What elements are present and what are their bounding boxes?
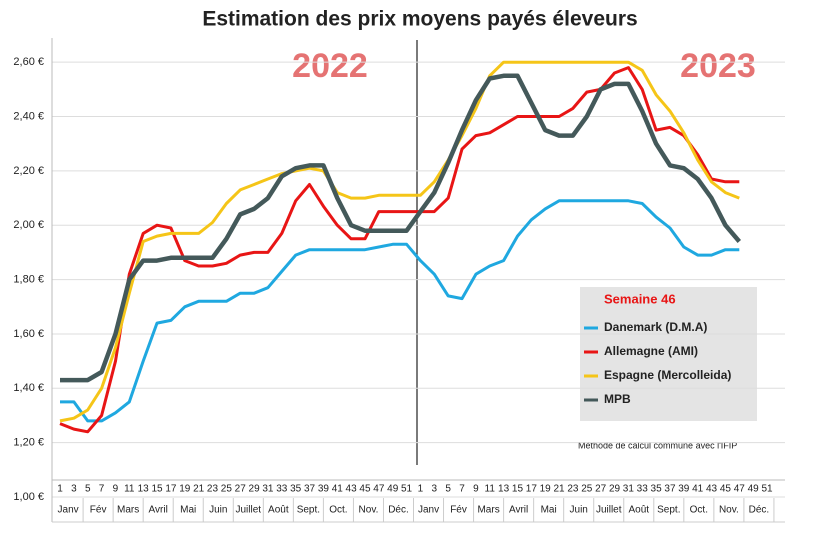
y-tick-label: 1,60 € — [13, 328, 44, 340]
month-label: Juillet — [596, 505, 622, 516]
y-tick-label: 2,20 € — [13, 165, 44, 177]
month-label: Janv — [58, 505, 79, 516]
x-tick-label: 11 — [124, 484, 135, 495]
x-tick-label: 45 — [720, 484, 732, 495]
month-label: Mars — [477, 505, 499, 516]
month-label: Nov. — [359, 505, 379, 516]
y-tick-label: 1,00 € — [13, 491, 44, 503]
month-label: Juin — [570, 505, 588, 516]
x-tick-label: 29 — [609, 484, 621, 495]
x-tick-label: 37 — [664, 484, 676, 495]
x-tick-label: 31 — [623, 484, 635, 495]
x-tick-label: 15 — [151, 484, 163, 495]
legend-label: MPB — [604, 392, 631, 406]
x-tick-label: 11 — [485, 484, 496, 495]
month-label: Janv — [418, 505, 439, 516]
x-tick-label: 21 — [553, 484, 565, 495]
x-tick-label: 9 — [113, 484, 119, 495]
legend-box — [580, 287, 757, 421]
x-tick-label: 51 — [401, 484, 413, 495]
series-line — [60, 73, 742, 383]
month-label: Sept. — [297, 505, 320, 516]
month-label: Août — [268, 505, 289, 516]
x-tick-label: 51 — [761, 484, 773, 495]
chart-title: Estimation des prix moyens payés éleveur… — [202, 8, 637, 31]
x-tick-label: 33 — [276, 484, 288, 495]
x-tick-label: 39 — [678, 484, 690, 495]
legend-label: Allemagne (AMI) — [604, 344, 698, 358]
x-tick-label: 45 — [359, 484, 371, 495]
month-label: Avril — [509, 505, 528, 516]
month-label: Sept. — [657, 505, 680, 516]
x-tick-label: 23 — [567, 484, 579, 495]
month-label: Nov. — [719, 505, 739, 516]
x-tick-label: 21 — [193, 484, 205, 495]
x-tick-label: 43 — [706, 484, 718, 495]
month-label: Fév — [450, 505, 467, 516]
x-tick-label: 7 — [99, 484, 105, 495]
note: Méthode de calcul commune avec l'IFIP — [578, 440, 737, 450]
x-tick-label: 17 — [526, 484, 538, 495]
y-tick-label: 1,40 € — [13, 382, 44, 394]
x-tick-label: 25 — [221, 484, 233, 495]
x-tick-label: 43 — [346, 484, 358, 495]
x-tick-label: 29 — [249, 484, 261, 495]
month-label: Oct. — [329, 505, 347, 516]
x-tick-label: 1 — [57, 484, 63, 495]
x-tick-label: 27 — [595, 484, 607, 495]
x-tick-label: 3 — [432, 484, 438, 495]
series-line — [60, 199, 740, 423]
x-tick-label: 47 — [734, 484, 746, 495]
month-label: Juillet — [236, 505, 262, 516]
x-tick-label: 7 — [459, 484, 465, 495]
x-tick-label: 39 — [318, 484, 330, 495]
x-tick-label: 41 — [332, 484, 344, 495]
series-line — [59, 60, 740, 423]
x-tick-label: 25 — [581, 484, 593, 495]
x-tick-label: 17 — [165, 484, 177, 495]
year-label: 2023 — [680, 47, 756, 85]
y-tick-label: 2,00 € — [13, 219, 44, 231]
x-tick-label: 23 — [207, 484, 219, 495]
x-tick-label: 35 — [651, 484, 663, 495]
x-tick-label: 15 — [512, 484, 524, 495]
x-tick-label: 3 — [71, 484, 77, 495]
month-label: Mai — [180, 505, 196, 516]
year-label: 2022 — [292, 47, 368, 85]
y-tick-label: 2,60 € — [13, 56, 44, 68]
y-tick-label: 1,20 € — [13, 437, 44, 449]
month-label: Août — [628, 505, 649, 516]
x-tick-label: 49 — [748, 484, 760, 495]
month-label: Mai — [541, 505, 557, 516]
legend-title: Semaine 46 — [604, 291, 676, 306]
x-tick-label: 9 — [473, 484, 479, 495]
month-label: Déc. — [388, 505, 409, 516]
x-tick-label: 5 — [445, 484, 451, 495]
x-tick-label: 19 — [179, 484, 191, 495]
month-label: Juin — [209, 505, 227, 516]
x-tick-label: 49 — [387, 484, 399, 495]
x-tick-label: 37 — [304, 484, 316, 495]
month-label: Oct. — [690, 505, 708, 516]
month-label: Fév — [90, 505, 107, 516]
x-tick-label: 47 — [373, 484, 385, 495]
x-tick-label: 33 — [637, 484, 649, 495]
x-tick-label: 13 — [138, 484, 150, 495]
x-tick-label: 13 — [498, 484, 510, 495]
month-label: Avril — [149, 505, 168, 516]
y-tick-label: 1,80 € — [13, 273, 44, 285]
x-tick-label: 1 — [418, 484, 424, 495]
month-label: Déc. — [749, 505, 770, 516]
month-label: Mars — [117, 505, 139, 516]
x-tick-label: 31 — [262, 484, 274, 495]
x-tick-label: 35 — [290, 484, 302, 495]
legend-label: Espagne (Mercolleida) — [604, 368, 731, 382]
legend-label: Danemark (D.M.A) — [604, 320, 707, 334]
y-tick-label: 2,40 € — [13, 110, 44, 122]
x-tick-label: 5 — [85, 484, 91, 495]
x-tick-label: 27 — [235, 484, 247, 495]
x-tick-label: 19 — [540, 484, 552, 495]
x-tick-label: 41 — [692, 484, 704, 495]
